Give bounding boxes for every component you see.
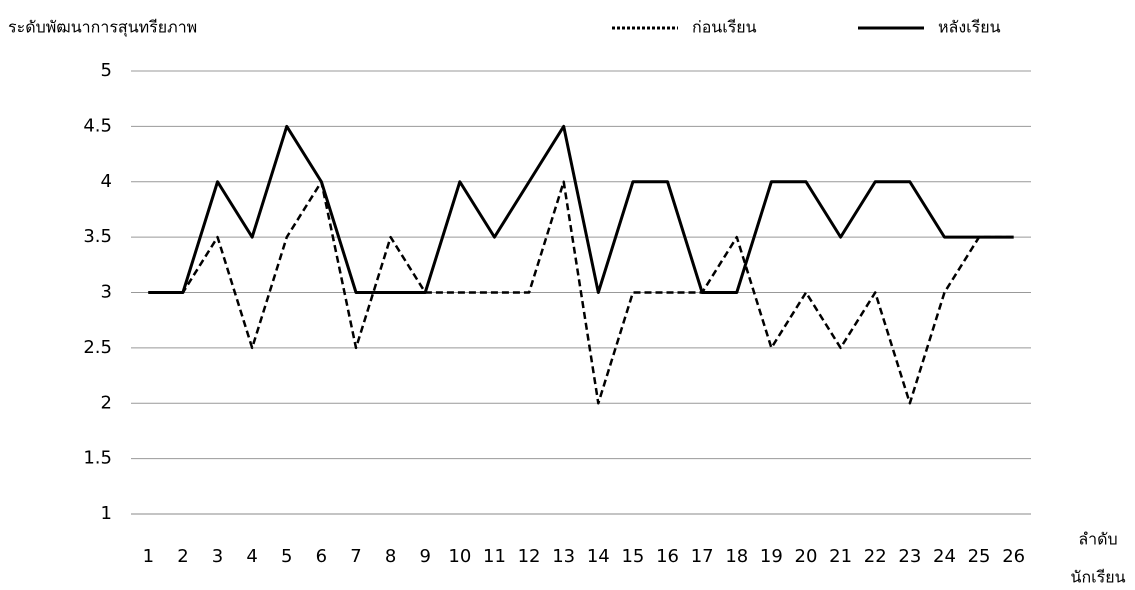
x-tick-label: 25 xyxy=(968,546,991,567)
y-tick-label: 4 xyxy=(101,171,112,192)
x-tick-label: 12 xyxy=(518,546,541,567)
x-tick-label: 14 xyxy=(587,546,610,567)
y-tick-label: 1 xyxy=(101,503,112,524)
y-tick-label: 4.5 xyxy=(83,115,112,136)
x-tick-label: 3 xyxy=(212,546,223,567)
x-tick-label: 22 xyxy=(864,546,887,567)
legend-label: หลังเรียน xyxy=(938,18,1001,37)
x-tick-label: 16 xyxy=(656,546,679,567)
x-tick-label: 13 xyxy=(552,546,575,567)
x-tick-label: 23 xyxy=(898,546,921,567)
y-tick-label: 1.5 xyxy=(83,448,112,469)
x-tick-label: 17 xyxy=(691,546,714,567)
x-tick-label: 9 xyxy=(420,546,431,567)
x-axis-title: ลำดับ xyxy=(1078,530,1117,549)
y-tick-label: 5 xyxy=(101,60,112,81)
y-tick-label: 3.5 xyxy=(83,226,112,247)
x-tick-label: 7 xyxy=(350,546,361,567)
x-tick-label: 8 xyxy=(385,546,396,567)
y-tick-label: 2 xyxy=(101,392,112,413)
x-tick-label: 19 xyxy=(760,546,783,567)
y-tick-label: 3 xyxy=(101,282,112,303)
line-series xyxy=(148,124,1014,294)
y-tick-label: 2.5 xyxy=(83,337,112,358)
legend-label: ก่อนเรียน xyxy=(692,18,757,37)
x-tick-label: 26 xyxy=(1002,546,1025,567)
x-tick-label: 20 xyxy=(795,546,818,567)
x-tick-label: 18 xyxy=(725,546,748,567)
x-tick-label: 10 xyxy=(448,546,471,567)
x-tick-label: 6 xyxy=(316,546,327,567)
line-series xyxy=(148,180,1014,405)
x-tick-label: 1 xyxy=(143,546,154,567)
x-tick-label: 4 xyxy=(246,546,257,567)
y-axis-title: ระดับพัฒนาการสุนทรียภาพ xyxy=(8,18,197,38)
x-tick-label: 2 xyxy=(177,546,188,567)
x-tick-label: 5 xyxy=(281,546,292,567)
x-axis-title: นักเรียน xyxy=(1071,568,1126,587)
x-tick-label: 24 xyxy=(933,546,956,567)
x-tick-label: 21 xyxy=(829,546,852,567)
x-tick-label: 11 xyxy=(483,546,506,567)
x-tick-label: 15 xyxy=(621,546,644,567)
